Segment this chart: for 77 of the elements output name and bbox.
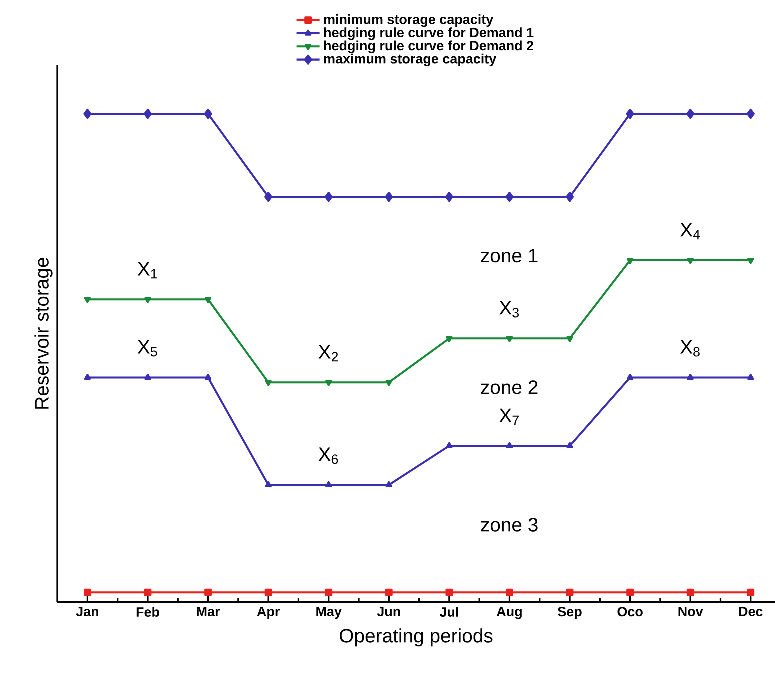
annotation: zone 3 (481, 518, 538, 532)
x-tick-label: Jun (377, 606, 400, 616)
point (626, 258, 634, 264)
point (324, 192, 333, 202)
point (566, 192, 574, 202)
x-tick-label: Oco (618, 606, 643, 617)
point (204, 297, 212, 304)
point (265, 380, 272, 386)
x-tick-label: Feb (136, 606, 160, 617)
point (506, 588, 514, 596)
x-tick-label: Jul (440, 606, 458, 617)
annotation: X$_{3}$ (500, 301, 520, 318)
x-tick-label: Apr (257, 606, 280, 620)
point (748, 374, 754, 380)
point (385, 588, 393, 596)
point (386, 481, 392, 488)
point (626, 374, 634, 380)
annotation: X$_{6}$ (318, 448, 338, 464)
legend-label: maximum storage capacity (324, 54, 497, 66)
point (144, 374, 152, 380)
point (84, 374, 92, 380)
point (326, 481, 332, 488)
annotation: X$_{5}$ (138, 340, 158, 357)
point (84, 297, 92, 304)
x-tick-label: Sep (558, 606, 582, 620)
point (687, 374, 694, 380)
point (506, 442, 514, 448)
point (506, 192, 514, 202)
x-tick-label: Mar (197, 606, 220, 616)
x-tick-label: Dec (739, 606, 763, 616)
point (566, 336, 574, 342)
point (747, 588, 755, 596)
point (204, 588, 212, 596)
point (385, 192, 394, 202)
x-tick-label: Aug (496, 606, 522, 620)
point (204, 108, 212, 119)
x-tick-label: Nov (678, 606, 704, 616)
legend-label: hedging rule curve for Demand 2 (324, 40, 534, 54)
point (626, 108, 634, 119)
x-tick-label: May (316, 606, 342, 620)
point (84, 588, 92, 596)
point (144, 588, 152, 596)
annotation: zone 2 (481, 380, 538, 394)
point (264, 192, 273, 202)
point (506, 336, 514, 342)
point (204, 374, 212, 380)
legend-label: minimum storage capacity (324, 14, 494, 27)
point (264, 588, 272, 596)
point (445, 192, 454, 202)
point (446, 336, 453, 342)
point (686, 108, 695, 119)
point (326, 380, 332, 386)
point (265, 481, 272, 488)
annotation: X$_{7}$ (500, 408, 519, 426)
point (566, 588, 574, 596)
point (687, 258, 694, 264)
point (325, 588, 333, 596)
x-axis-title: Operating periods (340, 628, 493, 647)
point (144, 108, 152, 119)
annotation: X$_{4}$ (680, 223, 700, 240)
point (566, 442, 574, 448)
annotation: X$_{2}$ (318, 345, 338, 362)
point (686, 588, 694, 596)
point (748, 258, 754, 264)
point (626, 588, 634, 596)
annotation: X$_{1}$ (138, 262, 158, 279)
point (446, 588, 454, 596)
legend-label: hedging rule curve for Demand 1 (324, 28, 534, 40)
point (84, 108, 92, 119)
point (446, 442, 453, 448)
point (746, 108, 755, 119)
point (386, 380, 392, 386)
annotation: zone 1 (481, 248, 538, 263)
annotation: X$_{8}$ (680, 340, 700, 357)
point (144, 297, 152, 304)
y-axis-title: Reservoir storage (34, 258, 53, 409)
x-tick-label: Jan (76, 606, 98, 616)
